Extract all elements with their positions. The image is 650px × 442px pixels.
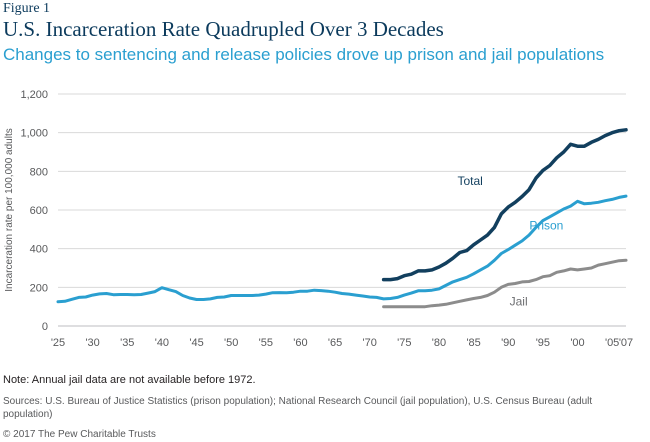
series-line-prison bbox=[56, 194, 628, 304]
x-tick-label: '80 bbox=[432, 337, 446, 349]
x-tick-label: '35 bbox=[120, 337, 134, 349]
x-tick-label: '95 bbox=[536, 337, 550, 349]
line-chart: Incarceration rate per 100,000 adults 0 2… bbox=[4, 89, 633, 349]
y-tick-label: 200 bbox=[30, 282, 48, 294]
x-tick-label: '50 bbox=[224, 337, 238, 349]
x-tick-label: '55 bbox=[259, 337, 273, 349]
copyright: © 2017 The Pew Charitable Trusts bbox=[3, 429, 156, 440]
x-tick-label: '90 bbox=[501, 337, 515, 349]
y-tick-label: 800 bbox=[30, 166, 48, 178]
series-line-jail bbox=[382, 258, 628, 309]
y-axis-label: Incarceration rate per 100,000 adults bbox=[4, 128, 15, 291]
series-label-total: Total bbox=[457, 174, 482, 188]
y-axis-ticks: 0 200 400 600 800 1,000 1,200 bbox=[20, 89, 48, 333]
y-tick-label: 600 bbox=[30, 205, 48, 217]
y-tick-label: 0 bbox=[42, 321, 48, 333]
y-tick-label: 1,000 bbox=[20, 128, 48, 140]
x-tick-label: '05 bbox=[605, 337, 619, 349]
x-tick-label: '65 bbox=[328, 337, 342, 349]
x-tick-label: '07 bbox=[619, 337, 633, 349]
x-tick-label: '60 bbox=[293, 337, 307, 349]
gridlines bbox=[58, 93, 626, 327]
x-tick-label: '40 bbox=[155, 337, 169, 349]
x-axis-ticks: '25 '30 '35 '40 '45 '50 '55 '60 '65 '70 '75 '80 '85 '… bbox=[51, 337, 633, 349]
series-label-jail: Jail bbox=[510, 295, 528, 309]
chart-title: U.S. Incarceration Rate Quadrupled Over … bbox=[3, 17, 444, 41]
x-tick-label: '75 bbox=[397, 337, 411, 349]
y-tick-label: 400 bbox=[30, 244, 48, 256]
chart-sources: Sources: U.S. Bureau of Justice Statisti… bbox=[3, 396, 593, 420]
x-tick-label: '45 bbox=[189, 337, 203, 349]
chart-subtitle: Changes to sentencing and release polici… bbox=[3, 45, 605, 64]
x-tick-label: '00 bbox=[570, 337, 584, 349]
x-tick-label: '25 bbox=[51, 337, 65, 349]
x-tick-label: '85 bbox=[466, 337, 480, 349]
x-tick-label: '70 bbox=[363, 337, 377, 349]
figure-label: Figure 1 bbox=[3, 1, 51, 16]
series-label-prison: Prison bbox=[529, 218, 563, 232]
series-labels: Total Prison Jail bbox=[457, 174, 563, 309]
chart-note: Note: Annual jail data are not available… bbox=[3, 374, 256, 386]
x-tick-label: '30 bbox=[85, 337, 99, 349]
series-lines bbox=[56, 128, 628, 309]
y-tick-label: 1,200 bbox=[20, 89, 48, 101]
series-line-total bbox=[381, 128, 628, 282]
